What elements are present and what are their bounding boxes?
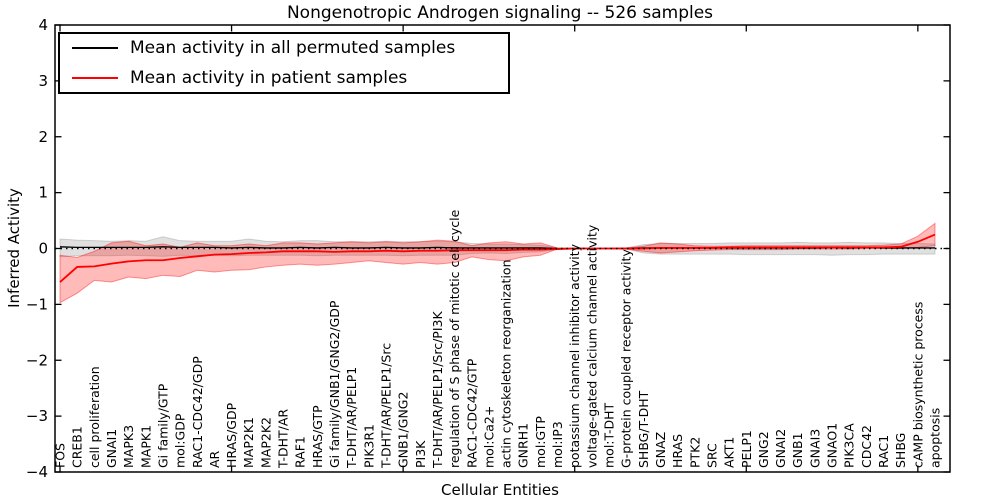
category-label: T-DHT/AR/PELP1 <box>344 367 359 469</box>
category-label: RAC1-CDC42/GDP <box>190 356 205 468</box>
patient-confidence-band <box>59 222 936 304</box>
category-label: mol:GDP <box>173 413 188 468</box>
patient-mean-line <box>59 233 936 283</box>
category-label: AKT1 <box>722 437 737 468</box>
category-label: RAC1-CDC42/GTP <box>464 358 479 468</box>
y-tick-label: 4 <box>38 16 48 34</box>
category-label: PELP1 <box>739 430 754 468</box>
category-label: Gi family/GTP <box>155 383 170 468</box>
category-label: HRAS/GTP <box>310 405 325 468</box>
category-label: RAC1 <box>876 435 891 468</box>
category-label: G-protein coupled receptor activity <box>619 249 634 468</box>
category-label: voltage-gated calcium channel activity <box>584 224 599 468</box>
category-label: AR <box>207 450 222 468</box>
category-label: apoptosis <box>928 408 943 468</box>
category-label: PIK3R1 <box>361 424 376 468</box>
legend-line-sample-red <box>72 77 118 79</box>
category-label: CDC42 <box>859 425 874 468</box>
category-label: CREB1 <box>70 426 85 468</box>
y-axis-label: Inferred Activity <box>5 188 23 308</box>
legend-entry-permuted: Mean activity in all permuted samples <box>72 35 508 61</box>
category-label: SHBG/T-DHT <box>636 390 651 468</box>
legend-line-sample-black <box>72 47 118 49</box>
category-label: MAP2K1 <box>241 417 256 468</box>
category-label: cAMP biosynthetic process <box>910 302 925 468</box>
category-label: GNB1/GNG2 <box>396 392 411 468</box>
legend-entry-patient: Mean activity in patient samples <box>72 65 508 91</box>
category-label: actin cytoskeleton reorganization <box>499 259 514 468</box>
category-label: GNAI2 <box>773 429 788 468</box>
category-label: GNAI1 <box>104 429 119 468</box>
category-label: MAPK3 <box>121 425 136 468</box>
category-label: mol:Ca2+ <box>481 406 496 468</box>
y-tick-label: 2 <box>38 128 48 146</box>
category-label: T-DHT/AR/PELP1/Src/PI3K <box>430 311 445 469</box>
category-label: SRC <box>704 443 719 468</box>
category-label: regulation of S phase of mitotic cell cy… <box>447 209 462 468</box>
category-label: T-DHT/AR/PELP1/Src <box>378 343 393 469</box>
chart-title: Nongenotropic Androgen signaling -- 526 … <box>286 3 714 23</box>
category-label: GNAO1 <box>825 423 840 468</box>
legend-label-patient: Mean activity in patient samples <box>130 68 408 88</box>
y-tick-label: 0 <box>38 240 48 258</box>
y-tick-label: −2 <box>26 351 48 369</box>
category-label: FOS <box>53 443 68 468</box>
category-label: MAPK1 <box>138 425 153 468</box>
category-label: HRAS/GDP <box>224 402 239 468</box>
category-label: PTK2 <box>687 437 702 468</box>
category-label: potassium channel inhibitor activity <box>567 243 582 468</box>
legend: Mean activity in all permuted samples Me… <box>58 32 510 94</box>
category-label: mol:IP3 <box>550 421 565 468</box>
category-label: T-DHT/AR <box>276 409 291 469</box>
category-label: PIK3CA <box>842 423 857 468</box>
category-label: Gi family/GNB1/GNG2/GDP <box>327 300 342 468</box>
category-label: GNG2 <box>756 431 771 468</box>
category-label: mol:GTP <box>533 416 548 468</box>
y-tick-label: −1 <box>26 295 48 313</box>
y-tick-label: 3 <box>38 72 48 90</box>
category-label: GNAZ <box>653 432 668 468</box>
category-label: MAP2K2 <box>258 417 273 468</box>
category-label: PI3K <box>413 440 428 468</box>
category-label: GNB1 <box>790 432 805 468</box>
y-tick-label: −4 <box>26 463 48 481</box>
category-label: mol:T-DHT <box>602 402 617 468</box>
category-label: GNRH1 <box>516 423 531 468</box>
legend-label-permuted: Mean activity in all permuted samples <box>130 38 456 58</box>
y-tick-label: 1 <box>38 184 48 202</box>
x-axis-label: Cellular Entities <box>441 481 559 499</box>
category-label: SHBG <box>893 433 908 468</box>
category-label: cell proliferation <box>87 366 102 468</box>
y-tick-label: −3 <box>26 407 48 425</box>
category-label: RAF1 <box>293 436 308 468</box>
category-label: GNAI3 <box>807 429 822 468</box>
category-label: HRAS <box>670 434 685 468</box>
